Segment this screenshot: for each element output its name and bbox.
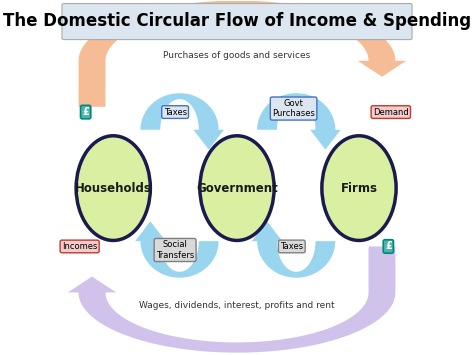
PathPatch shape	[135, 222, 219, 278]
PathPatch shape	[79, 1, 406, 107]
Text: Wages, dividends, interest, profits and rent: Wages, dividends, interest, profits and …	[139, 301, 335, 310]
Text: Social
Transfers: Social Transfers	[156, 240, 194, 260]
PathPatch shape	[140, 93, 224, 149]
Text: £: £	[385, 241, 392, 251]
Ellipse shape	[76, 136, 150, 240]
PathPatch shape	[257, 93, 341, 149]
Text: £: £	[82, 107, 89, 117]
Ellipse shape	[322, 136, 396, 240]
FancyBboxPatch shape	[62, 4, 412, 40]
Ellipse shape	[200, 136, 274, 240]
Text: Government: Government	[196, 182, 278, 195]
Text: Taxes: Taxes	[280, 242, 303, 251]
Text: Purchases of goods and services: Purchases of goods and services	[164, 51, 310, 60]
Text: The Domestic Circular Flow of Income & Spending: The Domestic Circular Flow of Income & S…	[3, 12, 471, 30]
Text: Demand: Demand	[373, 108, 409, 116]
PathPatch shape	[68, 246, 395, 353]
Text: Incomes: Incomes	[62, 242, 97, 251]
Text: Govt
Purchases: Govt Purchases	[272, 99, 315, 118]
Text: Taxes: Taxes	[164, 108, 187, 116]
Text: Firms: Firms	[340, 182, 377, 195]
PathPatch shape	[252, 222, 335, 278]
Text: Households: Households	[75, 182, 152, 195]
